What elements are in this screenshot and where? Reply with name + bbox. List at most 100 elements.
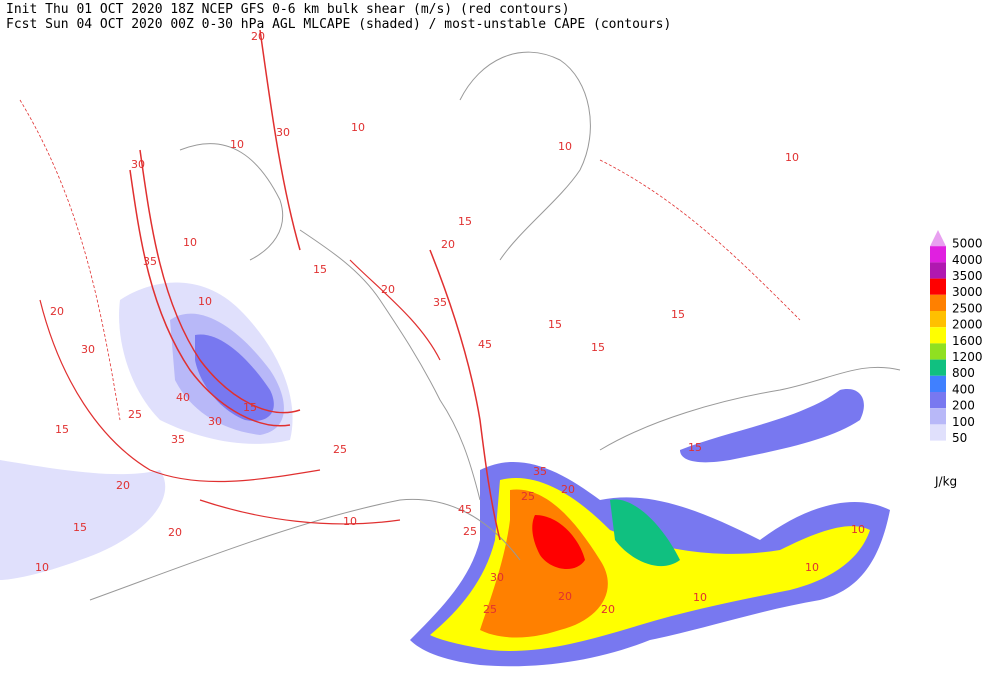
legend-label: 2500: [952, 301, 983, 315]
contour-label: 20: [601, 603, 615, 616]
contour-label: 15: [55, 423, 69, 436]
legend-label: 400: [952, 382, 975, 396]
coastlines: [89, 51, 901, 601]
cape-area: [680, 389, 864, 463]
legend-label: 50: [952, 431, 967, 445]
legend-label: 3000: [952, 285, 983, 299]
legend-swatch: [930, 375, 946, 392]
contour-label: 10: [805, 561, 819, 574]
contour-label: 20: [441, 238, 455, 251]
contour-label: 10: [183, 236, 197, 249]
cape-area: [610, 499, 680, 567]
contour-label: 10: [785, 151, 799, 164]
contour-label: 15: [73, 521, 87, 534]
contour-label: 25: [483, 603, 497, 616]
shear-contours: [19, 29, 801, 541]
contour-label: 30: [490, 571, 504, 584]
contour-label: 20: [50, 305, 64, 318]
legend-swatch: [930, 327, 946, 344]
contour-label: 45: [458, 503, 472, 516]
coastline: [89, 498, 521, 601]
contour-label: 10: [230, 138, 244, 151]
contour: [139, 149, 301, 414]
contour-label: 10: [693, 591, 707, 604]
contour-label: 45: [478, 338, 492, 351]
contour-label: 40: [176, 391, 190, 404]
contour: [429, 249, 501, 541]
contour-label: 30: [208, 415, 222, 428]
contour-label: 15: [313, 263, 327, 276]
contour-label: 10: [35, 561, 49, 574]
cape-area: [0, 460, 166, 580]
contour: [599, 159, 801, 321]
legend-swatch: [930, 311, 946, 328]
contour-label: 25: [128, 408, 142, 421]
coastline: [459, 51, 591, 261]
contour-label: 25: [463, 525, 477, 538]
legend-label: 3500: [952, 269, 983, 283]
contour-label: 30: [81, 343, 95, 356]
cape-area: [532, 515, 585, 570]
legend-label: 1200: [952, 350, 983, 364]
contour-label: 35: [171, 433, 185, 446]
contour-label: 20: [251, 30, 265, 43]
contour-label: 15: [671, 308, 685, 321]
legend-swatch: [930, 246, 946, 263]
legend-label: 2000: [952, 318, 983, 332]
contour-label: 10: [343, 515, 357, 528]
cape-area: [480, 489, 608, 638]
legend-label: 1600: [952, 334, 983, 348]
contour: [19, 99, 121, 421]
header-line: Init Thu 01 OCT 2020 18Z NCEP GFS 0-6 km…: [6, 2, 570, 17]
contour-label: 25: [521, 490, 535, 503]
contour-label: 25: [333, 443, 347, 456]
legend: 5000 4000 3500 3000 2500 2000 1600 1200 800 400 20…: [930, 230, 983, 489]
contour-label: 15: [591, 341, 605, 354]
contour: [199, 499, 401, 525]
coastline: [299, 229, 481, 501]
legend-swatch: [930, 230, 946, 247]
legend-label: 5000: [952, 237, 983, 251]
legend-label: 4000: [952, 253, 983, 267]
contour-label: 10: [851, 523, 865, 536]
legend-swatch: [930, 343, 946, 360]
coastline: [599, 366, 901, 451]
header-line: Fcst Sun 04 OCT 2020 00Z 0-30 hPa AGL ML…: [6, 17, 671, 32]
legend-swatch: [930, 408, 946, 425]
legend-swatch: [930, 262, 946, 279]
contour-label: 30: [131, 158, 145, 171]
contour-label: 10: [351, 121, 365, 134]
cape-shading: [0, 282, 890, 667]
legend-swatch: [930, 278, 946, 295]
contour-label: 20: [561, 483, 575, 496]
legend-swatch: [930, 392, 946, 409]
contour-label: 15: [688, 441, 702, 454]
contour-label: 30: [276, 126, 290, 139]
legend-swatch: [930, 294, 946, 311]
legend-swatch: [930, 359, 946, 376]
contour-label: 20: [381, 283, 395, 296]
contour-label: 10: [558, 140, 572, 153]
cape-area: [195, 334, 274, 421]
legend-swatch: [930, 424, 946, 441]
contour-label: 15: [243, 401, 257, 414]
contour: [129, 169, 291, 427]
contour-label: 20: [168, 526, 182, 539]
legend-unit: J/kg: [934, 475, 957, 489]
contour: [259, 29, 301, 251]
legend-label: 800: [952, 366, 975, 380]
contour-label: 35: [143, 255, 157, 268]
contour-labels: 20 30 10 10 30 35 10 20 30 10 40 30 15 25 35 15 20 15 10 20…: [35, 30, 865, 616]
contour: [39, 299, 321, 483]
coastline: [179, 143, 284, 261]
legend-label: 200: [952, 399, 975, 413]
contour-label: 20: [116, 479, 130, 492]
contour-label: 20: [558, 590, 572, 603]
contour: [349, 259, 441, 361]
contour-label: 10: [198, 295, 212, 308]
contour-label: 35: [533, 465, 547, 478]
contour-label: 15: [548, 318, 562, 331]
legend-label: 100: [952, 415, 975, 429]
